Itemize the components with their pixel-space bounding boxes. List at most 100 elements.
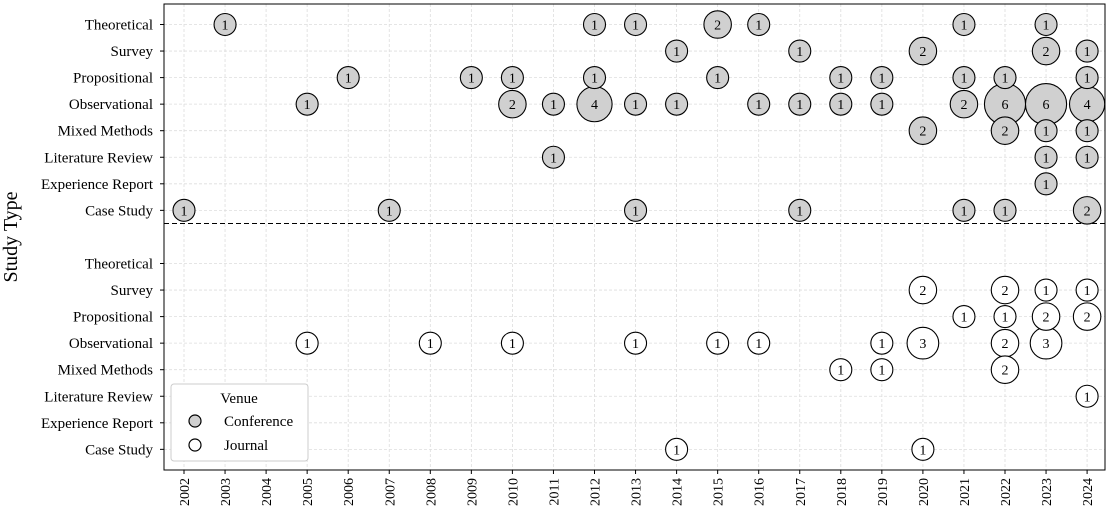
bubble-value-label: 1	[632, 204, 639, 219]
conference-point-2010-propositional: 1	[500, 66, 524, 90]
conference-point-2013-theoretical: 1	[623, 12, 648, 37]
conference-point-2022-propositional: 1	[993, 66, 1017, 90]
bubble	[623, 331, 648, 355]
bubble-value-label: 2	[1084, 204, 1091, 219]
bubble-value-label: 1	[1084, 125, 1091, 140]
bubble	[747, 331, 771, 355]
journal-point-2023-observational: 3	[1029, 326, 1063, 360]
bubble-value-label: 2	[1002, 284, 1009, 299]
conference-point-2015-propositional: 1	[706, 66, 730, 90]
tick-labels: 2002 2003 2004 2005 2006 2007 2008 2009 2010 2011…	[41, 18, 1096, 507]
bubble-value-label: 1	[591, 19, 598, 34]
bubble-value-label: 1	[468, 72, 475, 87]
y-tick-label-bottom-literature-review: Literature Review	[44, 389, 153, 405]
legend-title: Venue	[220, 391, 258, 407]
journal-point-2022-observational: 2	[990, 328, 1020, 358]
x-tick-label-2022: 2022	[999, 478, 1014, 506]
legend: Venue Conference Journal	[170, 383, 309, 462]
bubble-value-label: 1	[1084, 45, 1091, 60]
bubble	[541, 145, 566, 169]
bubble	[908, 36, 938, 66]
bubble-value-label: 1	[878, 98, 885, 113]
bubble-value-label: 2	[509, 98, 516, 113]
y-tick-label-top-mixed-methods: Mixed Methods	[58, 124, 154, 140]
bubble	[1031, 302, 1061, 331]
bubble-value-label: 2	[714, 19, 721, 34]
y-tick-label-bottom-propositional: Propositional	[73, 310, 153, 326]
bubble-value-label: 1	[304, 337, 311, 352]
bubble-value-label: 1	[919, 443, 926, 458]
x-tick-label-2004: 2004	[260, 478, 275, 506]
bubble	[582, 66, 607, 90]
bubble-value-label: 1	[345, 72, 352, 87]
conference-point-2012-observational: 4	[576, 86, 613, 123]
bubbles: 6 6 4 4 2 2 2 2 2 2 2 2 1 1 1 1 1 1 1 1 1 1 1 1 1 1 1 1 1 1 1 1 1 1 1 1 1 1 1 1…	[172, 10, 1106, 461]
bubble-value-label: 2	[1002, 364, 1009, 379]
bubble-value-label: 1	[1043, 125, 1050, 140]
journal-point-2020-survey: 2	[908, 275, 938, 305]
bubble	[829, 66, 853, 90]
conference-point-2007-case-study: 1	[377, 198, 401, 222]
journal-point-2023-survey: 1	[1034, 278, 1058, 302]
conference-point-2011-literature-review: 1	[541, 145, 566, 169]
x-tick-label-2017: 2017	[794, 478, 809, 506]
bubble-value-label: 6	[1043, 98, 1050, 113]
y-tick-label-bottom-mixed-methods: Mixed Methods	[58, 363, 154, 379]
bubble	[665, 39, 689, 63]
journal-point-2024-propositional: 2	[1072, 302, 1102, 331]
bubble	[336, 66, 360, 90]
conference-point-2024-case-study: 2	[1072, 196, 1102, 225]
bubble	[1075, 39, 1099, 63]
bubble-value-label: 1	[837, 72, 844, 87]
bubble-value-label: 3	[1043, 337, 1050, 352]
bubble	[788, 198, 812, 222]
bubble-value-label: 2	[919, 45, 926, 60]
journal-point-2020-case-study: 1	[911, 437, 935, 461]
conference-point-2018-propositional: 1	[829, 66, 853, 90]
bubble	[1034, 145, 1058, 169]
bubble-value-label: 1	[1084, 72, 1091, 87]
bubble	[706, 331, 730, 355]
conference-point-2016-observational: 1	[747, 92, 771, 116]
bubble-value-label: 1	[550, 151, 557, 166]
bubble	[623, 12, 648, 37]
bubble-value-label: 1	[550, 98, 557, 113]
x-tick-label-2014: 2014	[671, 478, 686, 506]
journal-point-2005-observational: 1	[295, 331, 319, 355]
bubble-value-label: 1	[755, 19, 762, 34]
bubble-value-label: 2	[1002, 337, 1009, 352]
y-tick-label-top-experience-report: Experience Report	[41, 177, 154, 193]
x-tick-label-2010: 2010	[506, 478, 521, 506]
y-tick-label-top-literature-review: Literature Review	[44, 150, 153, 166]
bubble-value-label: 1	[878, 337, 885, 352]
conference-point-2024-observational: 4	[1068, 86, 1106, 123]
bubble-value-label: 1	[837, 98, 844, 113]
bubble	[952, 12, 976, 37]
conference-point-2017-case-study: 1	[788, 198, 812, 222]
bubble-value-label: 1	[1084, 151, 1091, 166]
conference-point-2011-observational: 1	[541, 92, 566, 116]
bubble-value-label: 1	[591, 72, 598, 87]
bubble	[459, 66, 483, 90]
conference-point-2014-observational: 1	[665, 92, 689, 116]
bubble-value-label: 2	[919, 125, 926, 140]
bubble-value-label: 4	[591, 98, 598, 113]
bubble	[377, 198, 401, 222]
conference-point-2014-survey: 1	[665, 39, 689, 63]
conference-point-2022-case-study: 1	[993, 198, 1017, 222]
x-tick-label-2005: 2005	[301, 478, 316, 506]
bubble	[1075, 278, 1099, 302]
journal-point-2024-survey: 1	[1075, 278, 1099, 302]
bubble-value-label: 2	[1043, 311, 1050, 326]
y-tick-label-bottom-observational: Observational	[69, 336, 153, 352]
bubble-value-label: 1	[632, 337, 639, 352]
journal-point-2018-mixed-methods: 1	[829, 358, 853, 382]
bubble-value-label: 4	[1084, 98, 1091, 113]
bubble-value-label: 1	[796, 204, 803, 219]
x-tick-label-2002: 2002	[178, 478, 193, 506]
bubble-value-label: 1	[960, 72, 967, 87]
bubble-value-label: 1	[960, 204, 967, 219]
bubble	[990, 275, 1020, 305]
conference-point-2003-theoretical: 1	[213, 12, 237, 37]
bubble-value-label: 1	[960, 19, 967, 34]
